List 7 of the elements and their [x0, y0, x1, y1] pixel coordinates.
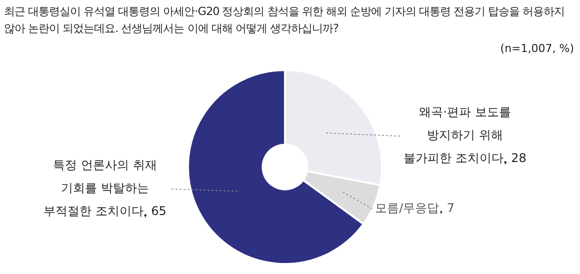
slice-label: 모름/무응답 — [375, 200, 440, 215]
chart-title: 최근 대통령실이 유석열 대통령의 아세안·G20 정상회의 참석을 위한 해외 순방에 기자의 대통령 전용기 탑승을 허용하지 않아 논란이 되었는데요. 선생님께서는 이에 대해 어떻게 생각하십니까? — [4, 4, 566, 37]
chart-subtitle: (n=1,007, %) — [500, 42, 574, 55]
data-label: 65 — [151, 204, 166, 218]
data-label: 7 — [446, 200, 454, 215]
data-label: 28 — [511, 151, 526, 166]
slice-label: 왜곡·편파 보도를 방지하기 위해 불가피한 조치이다 — [404, 105, 511, 166]
